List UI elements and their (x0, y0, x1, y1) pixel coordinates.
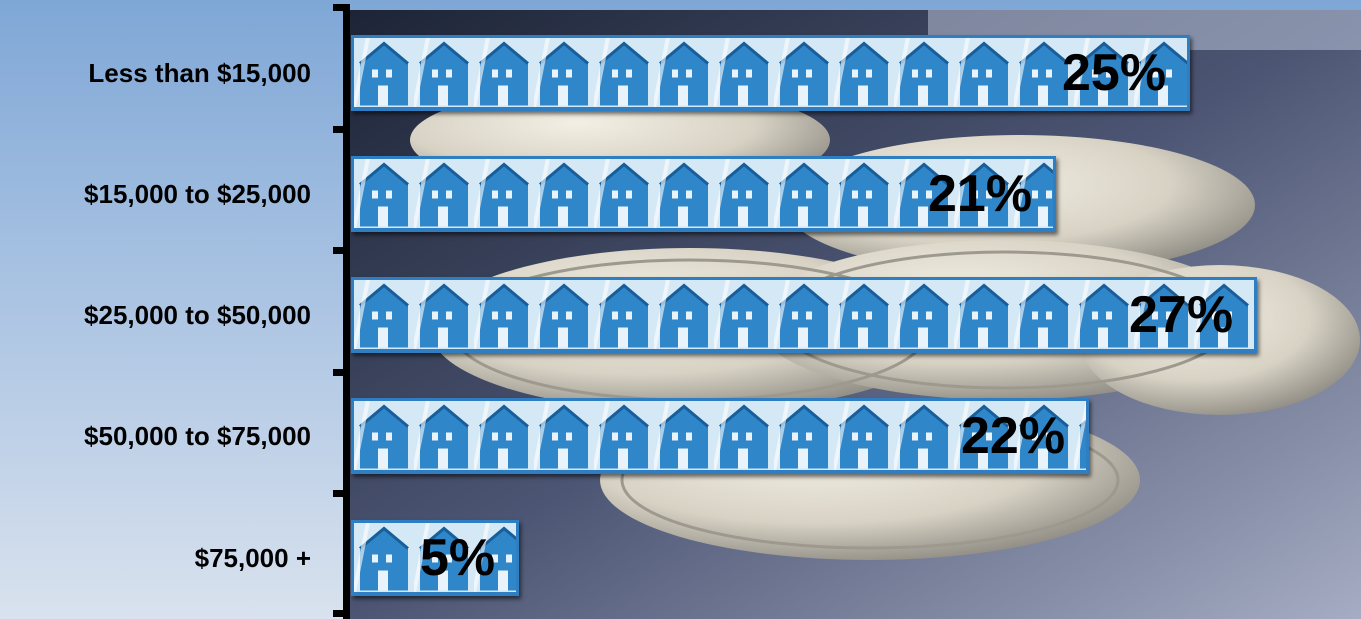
y-axis-tick (333, 126, 350, 133)
category-label: $75,000 + (194, 543, 311, 573)
y-axis-line (343, 6, 350, 619)
y-axis-tick (333, 490, 350, 497)
bar (351, 277, 1257, 353)
category-label: $25,000 to $50,000 (84, 300, 311, 330)
bar (351, 520, 519, 596)
data-label: 27% (1129, 286, 1234, 344)
data-label: 22% (961, 407, 1066, 465)
bar (351, 35, 1190, 111)
y-axis-tick (333, 369, 350, 376)
data-label: 25% (1062, 44, 1167, 102)
y-axis-tick (333, 4, 350, 11)
data-label: 21% (928, 165, 1033, 223)
category-label: Less than $15,000 (88, 58, 311, 88)
bar (351, 156, 1056, 232)
data-label: 5% (420, 529, 496, 587)
y-axis-tick (333, 247, 350, 254)
category-label: $15,000 to $25,000 (84, 179, 311, 209)
y-axis-tick (333, 610, 350, 617)
bar (351, 398, 1089, 474)
category-label: $50,000 to $75,000 (84, 421, 311, 451)
